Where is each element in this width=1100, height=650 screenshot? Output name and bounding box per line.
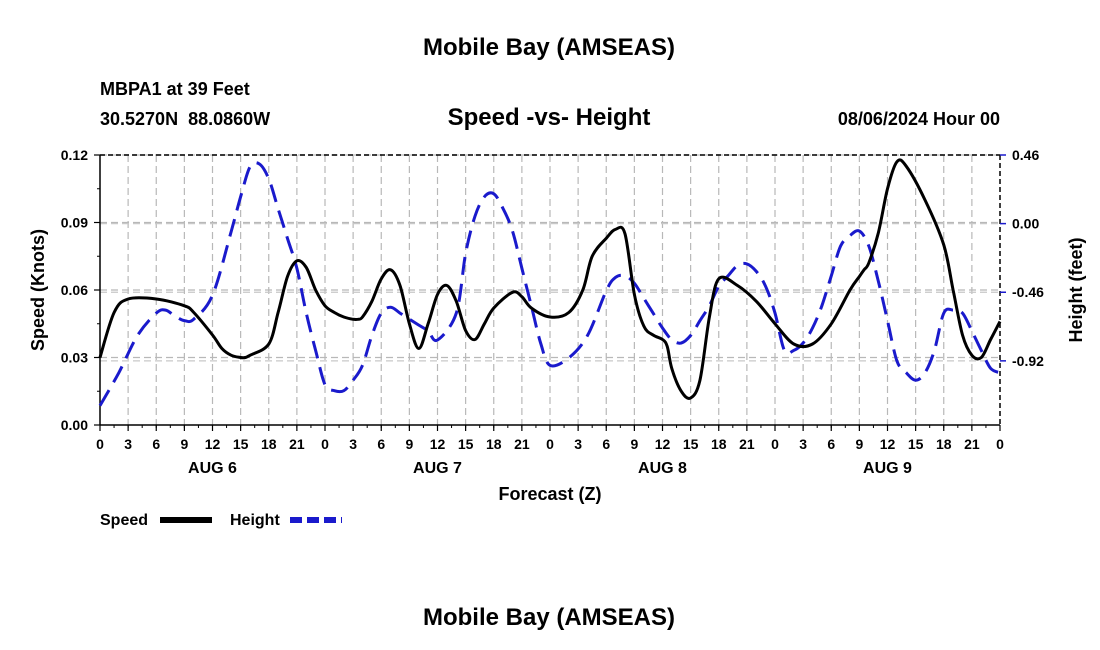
x-tick-label-3: 9 <box>180 436 188 452</box>
x-tick-label-5: 15 <box>233 436 249 452</box>
legend: Speed Height <box>100 512 342 529</box>
x-tick-label-23: 21 <box>739 436 755 452</box>
x-tick-label-10: 6 <box>377 436 385 452</box>
y-left-tick-label-3: 0.09 <box>61 215 88 231</box>
x-tick-label-31: 21 <box>964 436 980 452</box>
day-label-3: AUG 9 <box>863 460 912 477</box>
axes: 0 3 6 9 12 15 18 21 0 3 6 9 12 15 18 21 0 3 6 9 12 15 18 21 0 3 6 9… <box>61 147 1044 477</box>
y-right-tick-label-3: -0.92 <box>1012 353 1044 369</box>
x-tick-label-20: 12 <box>655 436 671 452</box>
y-axis-title-right: Height (feet) <box>1066 238 1086 343</box>
x-tick-label-0: 0 <box>96 436 104 452</box>
x-tick-label-32: 0 <box>996 436 1004 452</box>
coords-label: 30.5270N 88.0860W <box>100 109 270 129</box>
legend-height-label: Height <box>230 512 280 529</box>
x-tick-label-12: 12 <box>430 436 446 452</box>
y-right-tick-label-0: 0.46 <box>1012 147 1039 163</box>
x-tick-label-9: 3 <box>349 436 357 452</box>
x-tick-label-4: 12 <box>205 436 221 452</box>
x-tick-label-6: 18 <box>261 436 277 452</box>
station-label: MBPA1 at 39 Feet <box>100 79 250 99</box>
x-tick-label-7: 21 <box>289 436 305 452</box>
x-tick-label-24: 0 <box>771 436 779 452</box>
y-right-tick-label-2: -0.46 <box>1012 284 1044 300</box>
x-tick-label-16: 0 <box>546 436 554 452</box>
x-tick-label-19: 9 <box>630 436 638 452</box>
x-tick-label-21: 15 <box>683 436 699 452</box>
x-tick-label-11: 9 <box>405 436 413 452</box>
x-tick-label-2: 6 <box>152 436 160 452</box>
y-left-tick-label-4: 0.12 <box>61 147 88 163</box>
series-line-height <box>98 161 1001 407</box>
x-tick-label-1: 3 <box>124 436 132 452</box>
x-tick-label-14: 18 <box>486 436 502 452</box>
y-axis-title-left: Speed (Knots) <box>28 229 48 351</box>
x-tick-label-18: 6 <box>602 436 610 452</box>
x-tick-label-13: 15 <box>458 436 474 452</box>
x-tick-label-29: 15 <box>908 436 924 452</box>
y-right-tick-label-1: 0.00 <box>1012 216 1039 232</box>
series-line-speed <box>98 158 1002 400</box>
x-tick-label-30: 18 <box>936 436 952 452</box>
y-left-tick-label-0: 0.00 <box>61 417 88 433</box>
series <box>98 158 1002 407</box>
x-tick-label-22: 18 <box>711 436 727 452</box>
x-tick-label-25: 3 <box>799 436 807 452</box>
x-tick-label-15: 21 <box>514 436 530 452</box>
day-label-2: AUG 8 <box>638 460 687 477</box>
x-tick-label-28: 12 <box>880 436 896 452</box>
day-label-0: AUG 6 <box>188 460 237 477</box>
issue-label: 08/06/2024 Hour 00 <box>838 109 1000 129</box>
day-label-1: AUG 7 <box>413 460 462 477</box>
grid <box>100 154 1000 425</box>
title-top: Mobile Bay (AMSEAS) <box>423 34 675 61</box>
x-tick-label-26: 6 <box>827 436 835 452</box>
x-tick-label-27: 9 <box>855 436 863 452</box>
x-axis-title: Forecast (Z) <box>498 484 601 504</box>
x-tick-label-17: 3 <box>574 436 582 452</box>
title-bottom: Mobile Bay (AMSEAS) <box>423 604 675 631</box>
legend-speed-label: Speed <box>100 512 148 529</box>
y-left-tick-label-1: 0.03 <box>61 350 88 366</box>
chart-title: Speed -vs- Height <box>448 104 651 131</box>
y-left-tick-label-2: 0.06 <box>61 282 88 298</box>
x-tick-label-8: 0 <box>321 436 329 452</box>
